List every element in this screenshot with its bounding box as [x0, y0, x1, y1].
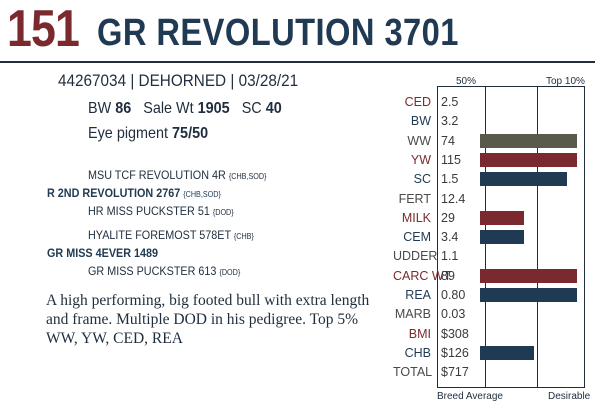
epd-label-chb: CHB — [404, 345, 431, 360]
pedigree-name: MSU TCF REVOLUTION 4R — [88, 168, 226, 182]
epd-label-bmi: BMI — [408, 326, 431, 341]
eye-pigment: Eye pigment 75/50 — [88, 125, 208, 143]
sc-value: 40 — [265, 100, 282, 117]
bw-label: BW — [88, 100, 112, 117]
epd-label-bw: BW — [410, 114, 431, 129]
epd-label-ced: CED — [404, 95, 431, 109]
sc-label: SC — [241, 100, 262, 117]
epd-value-chb: $126 — [441, 345, 469, 360]
epd-bar-chb — [480, 345, 534, 360]
animal-name: GR REVOLUTION 3701 — [97, 12, 459, 54]
epd-label-sc: SC — [413, 172, 431, 187]
pedigree-name: R 2ND REVOLUTION 2767 — [47, 186, 181, 200]
pedigree-tag: {CHB,SOD} — [183, 190, 221, 199]
epd-label-rea: REA — [405, 288, 431, 302]
epd-value-milk: 29 — [441, 210, 455, 225]
epd-bar-sc — [480, 172, 567, 187]
eye-pigment-label: Eye pigment — [88, 125, 169, 142]
epd-value-bw: 3.2 — [441, 114, 459, 129]
epd-label-marb: MARB — [394, 307, 431, 322]
epd-value-rea: 0.80 — [441, 288, 466, 302]
epd-bar-carc-wt — [480, 268, 577, 283]
pedigree-dam: GR MISS 4EVER 1489 — [47, 246, 158, 260]
epd-value-bmi: $308 — [441, 326, 469, 341]
chart-gridline-75 — [537, 86, 538, 388]
epd-label-total: TOTAL — [393, 365, 433, 380]
pedigree-sire: R 2ND REVOLUTION 2767 {CHB,SOD} — [47, 186, 221, 200]
epd-value-yw: 115 — [441, 152, 461, 167]
epd-bar-yw — [480, 152, 577, 167]
lot-number: 151 — [7, 0, 80, 58]
pedigree-tag: {CHB,SOD} — [228, 172, 267, 181]
bw-value: 86 — [115, 100, 132, 117]
epd-value-ced: 2.5 — [441, 95, 459, 109]
pedigree-tag: {DOD} — [219, 268, 241, 277]
epd-label-yw: YW — [410, 152, 431, 167]
sale-wt-label: Sale Wt — [143, 100, 194, 117]
pedigree-name: HR MISS PUCKSTER 51 — [88, 204, 210, 218]
epd-value-ww: 74 — [441, 133, 455, 148]
description: A high performing, big footed bull with … — [46, 292, 370, 347]
weight-stats: BW 86 Sale Wt 1905 SC 40 — [88, 100, 282, 118]
epd-bar-cem — [480, 230, 525, 245]
epd-chart-frame — [437, 86, 585, 388]
epd-value-total: $717 — [441, 365, 469, 380]
chart-bottom-right-label: Desirable — [548, 391, 591, 402]
chart-bottom-left-label: Breed Average — [437, 391, 503, 402]
epd-label-cem: CEM — [403, 230, 431, 245]
header-divider — [0, 61, 595, 63]
pedigree-name: GR MISS 4EVER 1489 — [47, 246, 159, 260]
pedigree-tag: {DOD} — [212, 208, 234, 217]
pedigree-dam-sire: HYALITE FOREMOST 578ET {CHB} — [88, 228, 254, 242]
epd-label-milk: MILK — [401, 210, 431, 225]
pedigree-name: GR MISS PUCKSTER 613 — [88, 264, 217, 278]
epd-label-ww: WW — [407, 133, 431, 148]
epd-label-udder: UDDER — [393, 249, 438, 264]
eye-pigment-value: 75/50 — [172, 125, 209, 142]
epd-value-marb: 0.03 — [441, 307, 466, 322]
pedigree-sire-dam: HR MISS PUCKSTER 51 {DOD} — [88, 204, 234, 218]
epd-label-fert: FERT — [398, 191, 431, 206]
pedigree-name: HYALITE FOREMOST 578ET — [88, 228, 231, 242]
epd-value-fert: 12.4 — [441, 191, 466, 206]
epd-bar-ww — [480, 133, 577, 148]
pedigree-sire-sire: MSU TCF REVOLUTION 4R {CHB,SOD} — [88, 168, 266, 182]
epd-value-cem: 3.4 — [441, 230, 459, 245]
epd-value-carc-wt: 89 — [441, 268, 455, 283]
pedigree-dam-dam: GR MISS PUCKSTER 613 {DOD} — [88, 264, 240, 278]
chart-top-right-label: Top 10% — [546, 76, 585, 87]
registration-line: 44267034 | DEHORNED | 03/28/21 — [58, 71, 299, 90]
epd-bar-rea — [480, 288, 577, 302]
chart-top-left-label: 50% — [456, 76, 477, 87]
epd-value-sc: 1.5 — [441, 172, 459, 187]
epd-label-carc-wt: CARC WT — [393, 268, 452, 283]
epd-bar-milk — [480, 210, 525, 225]
sale-wt-value: 1905 — [197, 100, 230, 117]
pedigree-tag: {CHB} — [233, 232, 254, 241]
epd-value-udder: 1.1 — [441, 249, 459, 264]
